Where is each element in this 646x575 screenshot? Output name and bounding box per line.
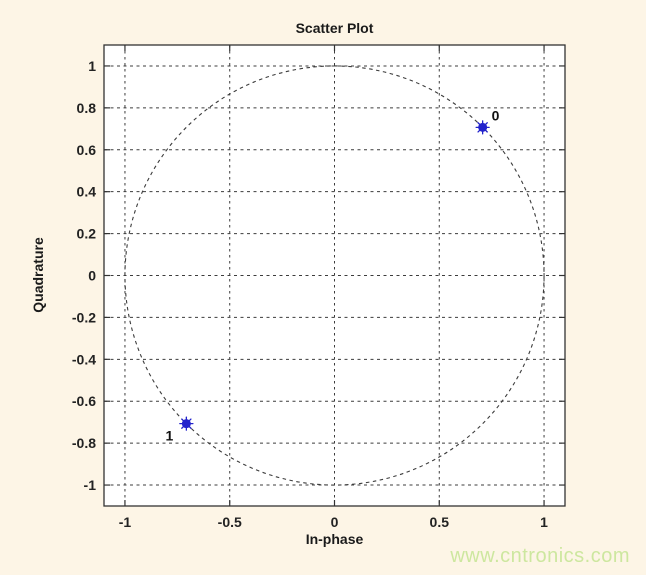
data-point — [478, 122, 488, 132]
y-tick-label: 0 — [88, 268, 96, 284]
y-tick-label: 0.4 — [77, 184, 97, 200]
x-tick-label: -0.5 — [218, 514, 242, 530]
y-tick-label: -0.2 — [72, 309, 96, 325]
y-tick-label: 0.8 — [77, 100, 97, 116]
chart-title: Scatter Plot — [295, 20, 374, 36]
y-tick-label: -0.6 — [72, 393, 96, 409]
y-tick-label: -1 — [84, 477, 97, 493]
x-tick-label: 0 — [331, 514, 339, 530]
y-tick-label: -0.4 — [72, 351, 96, 367]
y-tick-label: 1 — [88, 58, 96, 74]
y-tick-label: 0.6 — [77, 142, 97, 158]
data-point — [181, 419, 191, 429]
x-tick-label: 1 — [540, 514, 548, 530]
y-tick-label: -0.8 — [72, 435, 96, 451]
x-axis-label: In-phase — [305, 531, 364, 547]
x-tick-label: 0.5 — [430, 514, 450, 530]
x-tick-label: -1 — [119, 514, 132, 530]
y-axis-label: Quadrature — [30, 237, 46, 313]
y-tick-label: 0.2 — [77, 226, 97, 242]
point-label: 1 — [166, 428, 174, 444]
reference-circle — [124, 65, 545, 486]
watermark: www.cntronics.com — [450, 545, 630, 567]
point-label: 0 — [492, 107, 500, 123]
